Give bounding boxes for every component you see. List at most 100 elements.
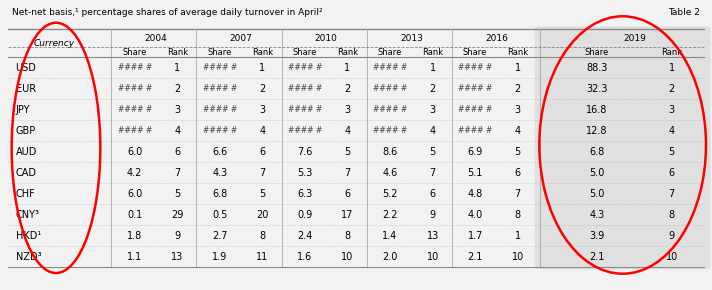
Text: #### #: #### # bbox=[288, 64, 322, 72]
Text: 2016: 2016 bbox=[485, 34, 508, 43]
Text: 1: 1 bbox=[429, 63, 436, 73]
Text: 10: 10 bbox=[666, 252, 678, 262]
Text: 6: 6 bbox=[259, 147, 266, 157]
Text: NZD³: NZD³ bbox=[16, 252, 41, 262]
Text: 3: 3 bbox=[515, 105, 520, 115]
Text: 4.6: 4.6 bbox=[382, 168, 398, 178]
Text: 10: 10 bbox=[341, 252, 354, 262]
Text: 6.6: 6.6 bbox=[212, 147, 227, 157]
Text: 1.1: 1.1 bbox=[127, 252, 142, 262]
Text: 1.4: 1.4 bbox=[382, 231, 398, 241]
Text: 5: 5 bbox=[429, 147, 436, 157]
Text: 5: 5 bbox=[669, 147, 675, 157]
Text: 2.7: 2.7 bbox=[212, 231, 228, 241]
Text: 1: 1 bbox=[345, 63, 350, 73]
Text: 1: 1 bbox=[515, 231, 520, 241]
Text: AUD: AUD bbox=[16, 147, 37, 157]
Text: 3: 3 bbox=[345, 105, 350, 115]
Text: 6: 6 bbox=[174, 147, 180, 157]
Text: 3.9: 3.9 bbox=[590, 231, 604, 241]
Text: 9: 9 bbox=[429, 210, 436, 220]
Text: 13: 13 bbox=[426, 231, 439, 241]
Text: 7: 7 bbox=[669, 189, 675, 199]
Text: 1.7: 1.7 bbox=[468, 231, 483, 241]
Text: 2.0: 2.0 bbox=[382, 252, 398, 262]
Text: 6: 6 bbox=[429, 189, 436, 199]
Text: 5: 5 bbox=[515, 147, 520, 157]
Text: 4: 4 bbox=[259, 126, 266, 136]
Text: 4: 4 bbox=[669, 126, 675, 136]
Text: Rank: Rank bbox=[167, 48, 188, 57]
Text: Rank: Rank bbox=[252, 48, 273, 57]
Text: Share: Share bbox=[378, 48, 402, 57]
Text: 5.2: 5.2 bbox=[382, 189, 398, 199]
Text: Currency: Currency bbox=[34, 39, 75, 48]
Text: 2013: 2013 bbox=[400, 34, 423, 43]
Text: #### #: #### # bbox=[203, 84, 237, 93]
Text: #### #: #### # bbox=[458, 84, 492, 93]
Text: 2: 2 bbox=[345, 84, 350, 94]
Text: 4: 4 bbox=[429, 126, 436, 136]
Text: 2010: 2010 bbox=[315, 34, 337, 43]
Text: 0.9: 0.9 bbox=[298, 210, 313, 220]
Text: #### #: #### # bbox=[117, 64, 152, 72]
Text: 6.8: 6.8 bbox=[590, 147, 604, 157]
Text: #### #: #### # bbox=[373, 64, 407, 72]
Text: JPY: JPY bbox=[16, 105, 30, 115]
Text: 32.3: 32.3 bbox=[587, 84, 608, 94]
Text: Share: Share bbox=[208, 48, 232, 57]
Text: Rank: Rank bbox=[507, 48, 528, 57]
Text: 2: 2 bbox=[515, 84, 520, 94]
Text: 2: 2 bbox=[174, 84, 180, 94]
Text: 0.1: 0.1 bbox=[127, 210, 142, 220]
Text: Rank: Rank bbox=[337, 48, 358, 57]
Text: 10: 10 bbox=[426, 252, 439, 262]
Text: 2.1: 2.1 bbox=[590, 252, 604, 262]
Text: 4.8: 4.8 bbox=[468, 189, 483, 199]
Text: EUR: EUR bbox=[16, 84, 36, 94]
Text: 4.3: 4.3 bbox=[212, 168, 227, 178]
Text: 1.9: 1.9 bbox=[212, 252, 227, 262]
Text: 7: 7 bbox=[174, 168, 180, 178]
Text: 1.6: 1.6 bbox=[298, 252, 313, 262]
Text: Share: Share bbox=[293, 48, 317, 57]
Text: 7: 7 bbox=[259, 168, 266, 178]
FancyBboxPatch shape bbox=[535, 26, 711, 269]
Text: 6.8: 6.8 bbox=[212, 189, 227, 199]
Text: USD: USD bbox=[16, 63, 36, 73]
Text: Net-net basis,¹ percentage shares of average daily turnover in April²: Net-net basis,¹ percentage shares of ave… bbox=[12, 8, 323, 17]
Text: Share: Share bbox=[122, 48, 147, 57]
Text: Share: Share bbox=[585, 48, 609, 57]
Text: 11: 11 bbox=[256, 252, 268, 262]
Text: #### #: #### # bbox=[373, 126, 407, 135]
Text: #### #: #### # bbox=[117, 84, 152, 93]
Text: 2004: 2004 bbox=[145, 34, 167, 43]
Text: 6.3: 6.3 bbox=[298, 189, 313, 199]
Text: 5.0: 5.0 bbox=[590, 168, 604, 178]
Text: 8.6: 8.6 bbox=[382, 147, 398, 157]
Text: 88.3: 88.3 bbox=[587, 63, 608, 73]
Text: #### #: #### # bbox=[288, 105, 322, 114]
Text: 3: 3 bbox=[174, 105, 180, 115]
Text: CNY³: CNY³ bbox=[16, 210, 40, 220]
Text: 2.4: 2.4 bbox=[297, 231, 313, 241]
Text: 16.8: 16.8 bbox=[587, 105, 608, 115]
Text: Share: Share bbox=[463, 48, 487, 57]
Text: 8: 8 bbox=[515, 210, 520, 220]
Text: CHF: CHF bbox=[16, 189, 36, 199]
Text: 0.5: 0.5 bbox=[212, 210, 228, 220]
Text: Rank: Rank bbox=[661, 48, 682, 57]
Text: 4: 4 bbox=[345, 126, 350, 136]
Text: 1: 1 bbox=[259, 63, 266, 73]
Text: #### #: #### # bbox=[288, 126, 322, 135]
Text: 5: 5 bbox=[345, 147, 350, 157]
Text: #### #: #### # bbox=[458, 105, 492, 114]
Text: HKD¹: HKD¹ bbox=[16, 231, 41, 241]
Text: 3: 3 bbox=[429, 105, 436, 115]
Text: 2.2: 2.2 bbox=[382, 210, 398, 220]
Text: 29: 29 bbox=[171, 210, 184, 220]
Text: 5.0: 5.0 bbox=[590, 189, 604, 199]
Text: 7: 7 bbox=[515, 189, 520, 199]
Text: #### #: #### # bbox=[203, 64, 237, 72]
Text: 6.0: 6.0 bbox=[127, 189, 142, 199]
